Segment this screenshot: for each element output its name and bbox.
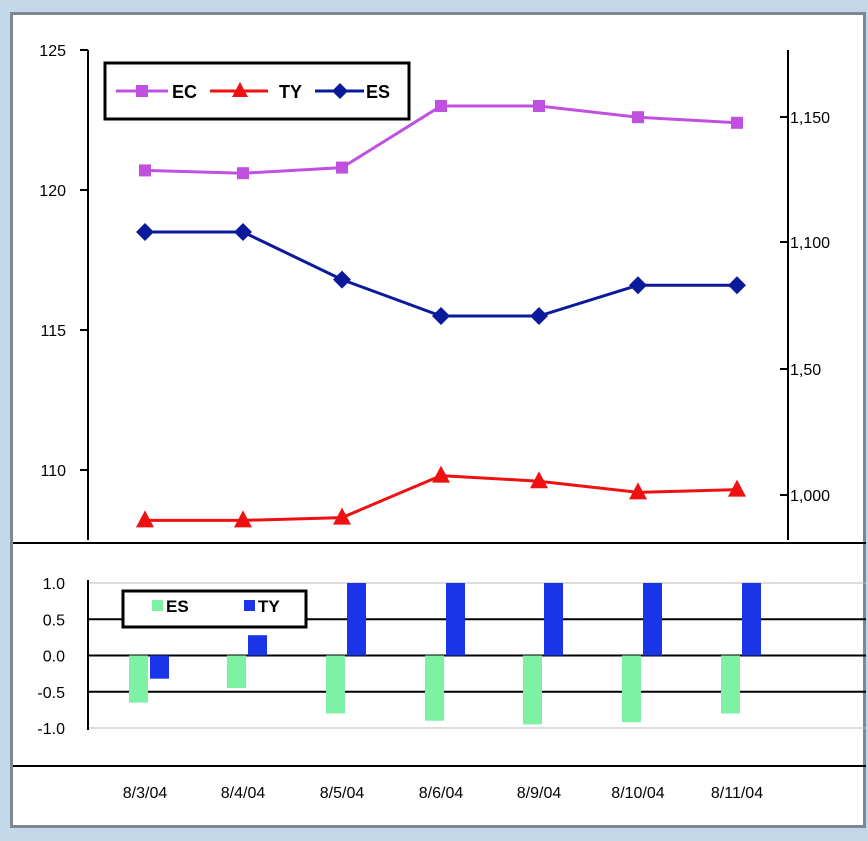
- legend-ty-label: TY: [279, 82, 302, 102]
- top-left-tick-label: 115: [40, 323, 66, 340]
- bar-ty: [643, 583, 662, 656]
- series-point-es: [234, 223, 252, 241]
- bar-es: [523, 655, 542, 725]
- top-right-tick-label: 1,000: [790, 488, 830, 505]
- top-right-tick-label: 1,100: [790, 235, 830, 252]
- series-point-ty: [629, 482, 647, 500]
- series-point-ec: [632, 111, 644, 124]
- bar-es: [425, 655, 444, 721]
- bar-ty: [742, 583, 761, 656]
- series-point-ty: [136, 510, 154, 528]
- legend-es-bar-label: ES: [166, 597, 189, 616]
- series-line-es: [145, 230, 737, 318]
- bar-ty: [544, 583, 563, 656]
- top-left-tick-label: 110: [40, 463, 66, 480]
- bottom-legend: ES TY: [121, 589, 308, 629]
- bar-es: [622, 655, 641, 723]
- top-line-series-group: [136, 100, 746, 528]
- series-point-ec: [336, 161, 348, 174]
- series-point-ec: [237, 167, 249, 180]
- legend-ty-bar-label: TY: [258, 597, 280, 616]
- x-axis-category-label: 8/9/04: [517, 785, 562, 802]
- series-point-es: [530, 307, 548, 325]
- bottom-y-tick-label: -0.5: [37, 685, 65, 702]
- bar-es: [326, 655, 345, 714]
- top-right-tick-label: 1,50: [790, 362, 821, 379]
- legend-ec-square-icon: [136, 85, 148, 97]
- bar-ty: [248, 635, 267, 656]
- bar-ty: [347, 583, 366, 656]
- legend-ty-triangle-icon: [232, 82, 248, 97]
- bar-es: [721, 655, 740, 714]
- top-right-tick-label: 1,150: [790, 110, 830, 127]
- legend-es-bar-icon: [152, 600, 163, 611]
- x-axis-category-label: 8/5/04: [320, 785, 365, 802]
- bar-es: [227, 655, 246, 689]
- series-point-es: [136, 223, 154, 241]
- x-axis-category-label: 8/6/04: [419, 785, 464, 802]
- top-left-tick-label: 120: [39, 183, 66, 200]
- bottom-y-tick-label: 1.0: [43, 576, 65, 593]
- legend-es-label: ES: [366, 82, 390, 102]
- bar-es: [129, 655, 148, 703]
- series-point-ty: [728, 479, 746, 497]
- bottom-y-label-group: 1.0 0.5 0.0 -0.5 -1.0: [37, 576, 65, 738]
- series-point-es: [629, 276, 647, 295]
- x-label-group: 8/3/04 8/4/04 8/5/04 8/6/04 8/9/04 8/10/04 8/1…: [123, 785, 763, 802]
- series-point-ty: [530, 471, 548, 489]
- series-point-ty: [432, 465, 450, 483]
- top-right-tick-group: 1,150 1,100 1,50 1,000: [780, 110, 830, 505]
- legend-ty-bar-icon: [244, 600, 255, 611]
- series-point-ec: [435, 100, 447, 112]
- series-point-ty: [333, 507, 351, 525]
- series-point-ec: [533, 100, 545, 112]
- bar-ty: [446, 583, 465, 656]
- bottom-bar-group: [129, 583, 761, 725]
- x-axis-category-label: 8/4/04: [221, 785, 266, 802]
- bottom-y-tick-label: 0.5: [43, 612, 65, 629]
- x-axis-category-label: 8/10/04: [611, 785, 664, 802]
- top-left-tick-group: 125 120 115 110: [39, 43, 88, 480]
- series-point-ty: [234, 510, 252, 528]
- series-point-es: [432, 307, 450, 325]
- top-legend: EC TY ES: [103, 61, 411, 121]
- x-axis-category-label: 8/3/04: [123, 785, 168, 802]
- series-point-ec: [731, 116, 743, 129]
- legend-es-diamond-icon: [332, 83, 348, 99]
- bottom-y-tick-label: -1.0: [37, 721, 65, 738]
- series-point-ec: [139, 164, 151, 177]
- x-axis-category-label: 8/11/04: [711, 785, 763, 802]
- legend-ec-label: EC: [172, 82, 197, 102]
- series-point-es: [728, 276, 746, 295]
- bottom-y-tick-label: 0.0: [43, 649, 65, 666]
- top-left-tick-label: 125: [39, 43, 66, 60]
- bar-ty: [150, 655, 169, 679]
- series-point-es: [333, 270, 351, 289]
